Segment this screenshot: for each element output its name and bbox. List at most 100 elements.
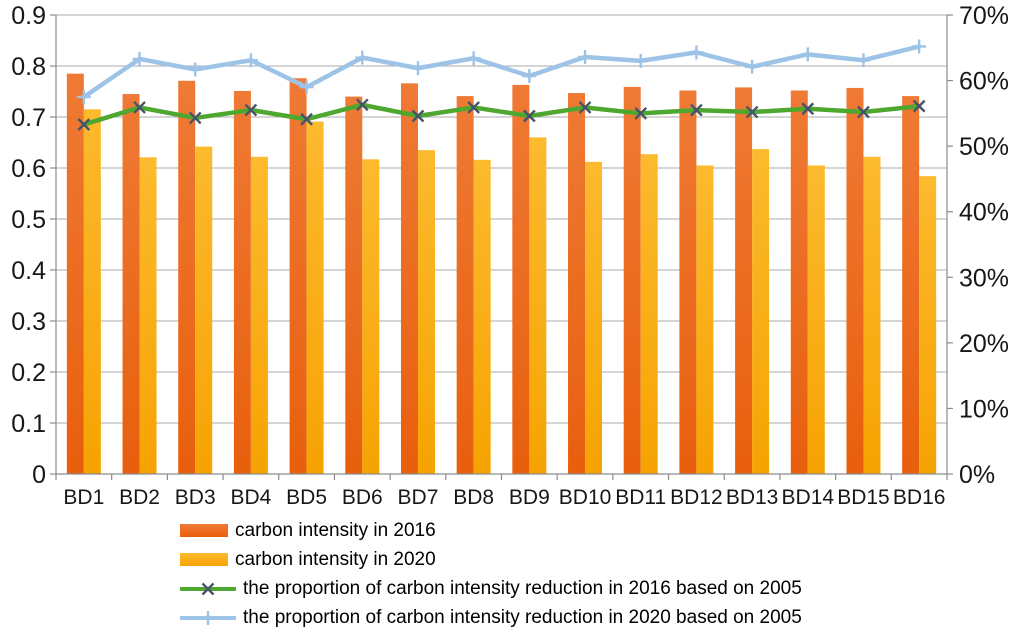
bar (752, 149, 770, 474)
legend-item: carbon intensity in 2016 (180, 516, 1024, 545)
bar (902, 96, 920, 474)
right-axis-tick-label: 50% (959, 133, 1009, 161)
bar (400, 83, 418, 474)
marker-x (578, 101, 592, 114)
marker-x (411, 109, 425, 123)
bar (640, 154, 658, 475)
bar (512, 84, 530, 475)
bar (623, 86, 641, 474)
category-label: BD11 (615, 486, 666, 509)
marker-x (355, 98, 369, 112)
combo-chart-plot: 0.9 0.8 0.7 0.6 0.5 0.4 0.3 0.2 0.1 0 70% 60% 50% 40%… (11, 2, 1009, 509)
bar (807, 165, 825, 474)
left-axis-tick-label: 0.5 (11, 206, 46, 234)
left-axis-tick-label: 0.9 (11, 2, 46, 30)
bar (696, 165, 714, 474)
bar (585, 161, 603, 474)
right-axis-tick-label: 20% (959, 330, 1009, 358)
marker-x (634, 107, 648, 120)
marker-x (201, 582, 215, 595)
bar (83, 109, 101, 474)
legend-bar-swatch (180, 524, 228, 537)
bar (679, 90, 697, 474)
legend-label: carbon intensity in 2016 (235, 519, 436, 541)
category-label: BD6 (342, 486, 383, 509)
marker-x (467, 101, 481, 114)
line-series-2 (77, 98, 926, 131)
bar (233, 90, 251, 475)
bar (417, 150, 435, 474)
left-axis-tick-label: 0.4 (11, 257, 46, 285)
left-axis-tick-label: 0.8 (11, 53, 46, 81)
legend-line-swatch (180, 607, 236, 629)
bar (568, 93, 586, 474)
legend-line-swatch (180, 578, 236, 600)
series-line (81, 44, 922, 100)
marker-x (522, 109, 536, 123)
legend-label: carbon intensity in 2020 (235, 548, 436, 570)
category-label: BD4 (230, 486, 271, 509)
category-label: BD3 (175, 486, 216, 509)
right-axis-tick-label: 0% (959, 461, 995, 489)
right-axis-tick-label: 10% (959, 395, 1009, 423)
right-axis-tick-label: 30% (959, 264, 1009, 292)
legend-item: carbon intensity in 2020 (180, 545, 1024, 574)
bar (919, 176, 937, 474)
bar (846, 87, 864, 475)
left-axis-tick-label: 0.2 (11, 359, 46, 387)
category-label: BD1 (63, 486, 104, 509)
category-label: BD8 (453, 486, 494, 509)
right-axis-tick-label: 70% (959, 2, 1009, 30)
marker-x (300, 112, 313, 126)
bar (195, 146, 213, 474)
bar (250, 156, 268, 474)
left-axis-tick-label: 0.7 (11, 104, 46, 132)
marker-x (857, 105, 870, 119)
bar (863, 156, 881, 474)
legend-line-glyph (180, 610, 236, 625)
marker-x (244, 103, 258, 117)
bar (529, 137, 547, 474)
bar (306, 121, 324, 474)
marker-x (188, 111, 202, 125)
bar (456, 96, 474, 474)
category-label: BD14 (782, 486, 835, 509)
legend-label: the proportion of carbon intensity reduc… (243, 606, 802, 628)
bar (178, 80, 196, 474)
right-axis-tick-label: 40% (959, 199, 1009, 227)
bar (122, 94, 140, 475)
right-axis-tick-label: 60% (959, 68, 1009, 96)
marker-x (77, 118, 91, 131)
chart-legend: carbon intensity in 2016 carbon intensity… (180, 516, 1024, 632)
legend-item: the proportion of carbon intensity reduc… (180, 603, 1024, 632)
left-axis-tick-label: 0 (32, 461, 46, 489)
left-axis-tick-label: 0.3 (11, 308, 46, 336)
bar (473, 159, 491, 474)
category-label: BD12 (670, 486, 723, 509)
series-line (81, 102, 922, 127)
legend-bar-swatch (180, 553, 228, 566)
left-axis-tick-label: 0.6 (11, 155, 46, 183)
legend-label: the proportion of carbon intensity reduc… (243, 577, 802, 599)
marker-x (690, 103, 703, 117)
bar-series-0 (66, 73, 920, 475)
legend-item: the proportion of carbon intensity reduc… (180, 574, 1024, 603)
marker-x (801, 102, 815, 116)
line-series-3 (76, 39, 927, 104)
bar (66, 73, 84, 475)
category-label: BD16 (893, 486, 946, 509)
category-label: BD10 (559, 486, 612, 509)
bar (790, 90, 808, 474)
category-label: BD9 (509, 486, 550, 509)
marker-x (912, 99, 926, 113)
category-label: BD13 (726, 486, 779, 509)
category-label: BD5 (286, 486, 327, 509)
bar (735, 87, 753, 475)
marker-x (745, 105, 759, 119)
bar (139, 157, 157, 475)
marker-x (133, 101, 146, 114)
bar-series-1 (83, 109, 937, 475)
category-label: BD2 (119, 486, 160, 509)
category-label: BD7 (398, 486, 439, 509)
